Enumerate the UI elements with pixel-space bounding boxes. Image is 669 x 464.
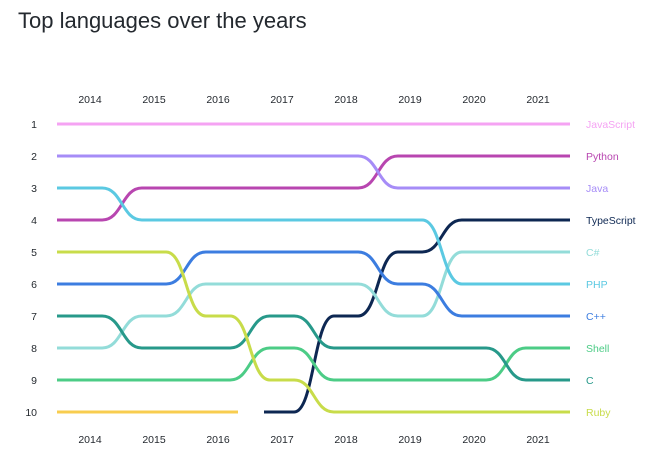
x-tick-label-top: 2015 [142, 94, 166, 106]
y-tick-label: 5 [31, 247, 37, 259]
y-tick-label: 10 [25, 407, 37, 419]
top-year-axis: 2014 2015 2016 2017 2018 2019 2020 2021 [78, 94, 550, 106]
rank-axis: 1 2 3 4 5 6 7 8 9 10 [25, 119, 37, 419]
series-label: C++ [586, 311, 606, 323]
series-label: TypeScript [586, 215, 636, 227]
x-tick-label-bottom: 2018 [334, 434, 358, 446]
series-label: C# [586, 247, 600, 259]
series-label: Python [586, 151, 619, 163]
series-line [264, 218, 570, 414]
series-line [57, 154, 570, 190]
x-tick-label-top: 2014 [78, 94, 102, 106]
x-tick-label-top: 2017 [270, 94, 294, 106]
y-tick-label: 7 [31, 311, 37, 323]
x-tick-label-top: 2019 [398, 94, 422, 106]
y-tick-label: 6 [31, 279, 37, 291]
series-label: Shell [586, 343, 609, 355]
bottom-year-axis: 2014 2015 2016 2017 2018 2019 2020 2021 [78, 434, 550, 446]
x-tick-label-top: 2020 [462, 94, 486, 106]
series-line [57, 250, 570, 318]
y-tick-label: 9 [31, 375, 37, 387]
y-tick-label: 2 [31, 151, 37, 163]
x-tick-label-bottom: 2015 [142, 434, 166, 446]
series-lines [57, 122, 570, 414]
series-line [57, 250, 570, 350]
series-labels: JavaScript Python Java TypeScript C# PHP C++ Sh… [586, 119, 636, 419]
x-tick-label-bottom: 2017 [270, 434, 294, 446]
x-tick-label-top: 2016 [206, 94, 230, 106]
series-line [57, 186, 570, 286]
series-line [57, 250, 570, 414]
series-line [57, 154, 570, 222]
series-line [57, 346, 570, 382]
x-tick-label-bottom: 2021 [526, 434, 550, 446]
x-tick-label-top: 2018 [334, 94, 358, 106]
series-line [57, 314, 570, 382]
series-label: JavaScript [586, 119, 635, 131]
series-label: PHP [586, 279, 608, 291]
series-label: C [586, 375, 594, 387]
x-tick-label-bottom: 2019 [398, 434, 422, 446]
x-tick-label-bottom: 2020 [462, 434, 486, 446]
x-tick-label-bottom: 2014 [78, 434, 102, 446]
y-tick-label: 8 [31, 343, 37, 355]
y-tick-label: 4 [31, 215, 37, 227]
y-tick-label: 1 [31, 119, 37, 131]
chart-title: Top languages over the years [18, 8, 307, 33]
series-label: Java [586, 183, 608, 195]
x-tick-label-top: 2021 [526, 94, 550, 106]
y-tick-label: 3 [31, 183, 37, 195]
x-tick-label-bottom: 2016 [206, 434, 230, 446]
series-label: Ruby [586, 407, 611, 419]
